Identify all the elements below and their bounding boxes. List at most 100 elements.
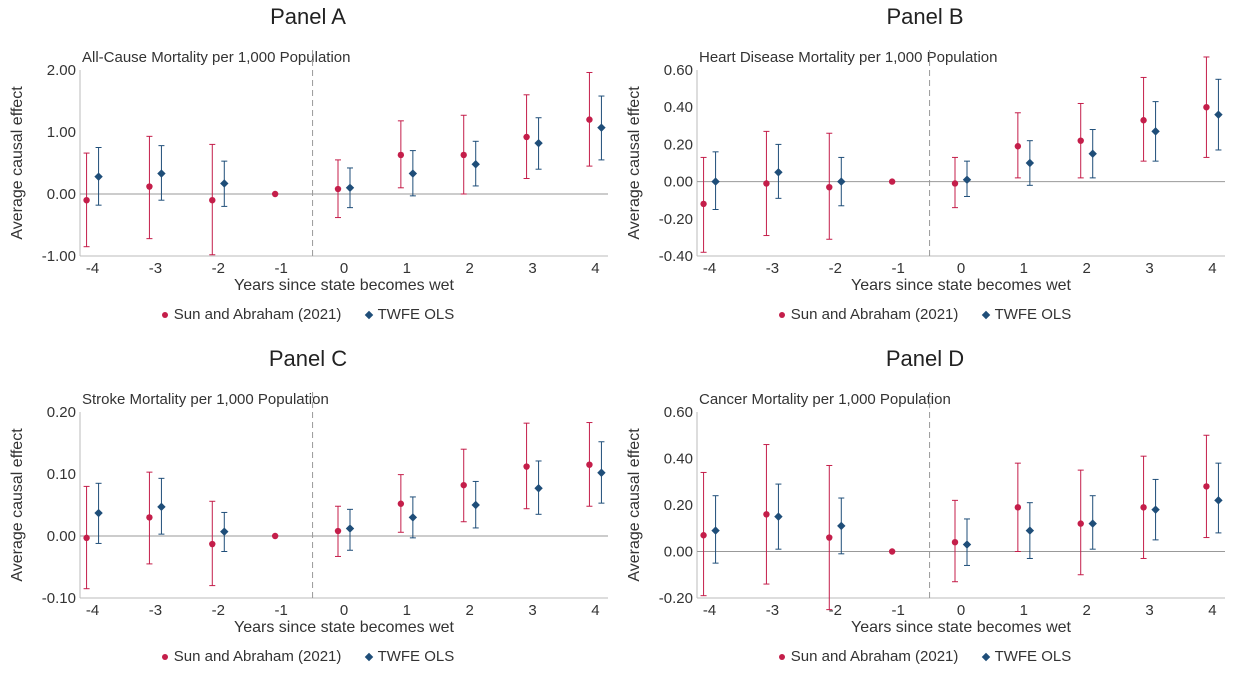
twfe-point: [534, 484, 543, 493]
legend-item-twfe: TWFE OLS: [981, 648, 1072, 665]
diamond-marker-icon: [981, 310, 990, 320]
legend-label: TWFE OLS: [994, 648, 1072, 665]
sun-abraham-point: [146, 183, 153, 190]
chart-heart-disease: Heart Disease Mortality per 1,000 Popula…: [626, 49, 1225, 294]
sun-abraham-point: [523, 133, 530, 141]
panel-a: Panel A All-Cause Mortality per 1,000 Po…: [0, 0, 616, 341]
x-tick-label: 4: [591, 260, 599, 277]
sun-abraham-point: [523, 463, 530, 470]
sun-abraham-point: [271, 190, 279, 198]
twfe-point: [837, 177, 846, 186]
sun-abraham-point: [334, 185, 342, 193]
y-tick-label: -1.00: [42, 248, 76, 265]
twfe-point: [471, 500, 480, 510]
sun-abraham-point: [763, 511, 770, 518]
sun-abraham-point: [460, 151, 467, 159]
panel-heading: Panel D: [885, 346, 965, 371]
x-tick-label: -2: [212, 602, 225, 619]
x-tick-label: 4: [1208, 260, 1216, 277]
sun-abraham-point: [1203, 104, 1210, 111]
x-tick-label: 3: [1145, 602, 1153, 619]
diamond-marker-icon: [364, 310, 373, 320]
panel-heading: Panel C: [268, 346, 348, 371]
x-tick-label: 0: [340, 260, 348, 277]
y-tick-label: -0.40: [659, 248, 693, 265]
twfe-point: [1214, 110, 1223, 119]
x-tick-label: -4: [703, 602, 716, 619]
x-tick-label: -4: [86, 260, 99, 277]
x-tick-label: 3: [528, 602, 536, 619]
sun-abraham-point: [460, 481, 467, 489]
y-tick-label: 2.00: [47, 62, 76, 79]
circle-marker-icon: [778, 312, 785, 319]
twfe-point: [962, 540, 972, 549]
twfe-point: [711, 526, 720, 535]
legend-label: TWFE OLS: [994, 306, 1072, 323]
y-tick-label: 0.00: [47, 186, 76, 203]
twfe-point: [1025, 526, 1035, 535]
y-tick-label: 0.00: [664, 544, 693, 561]
legend: Sun and Abraham (2021) TWFE OLS: [0, 648, 616, 665]
sun-abraham-point: [271, 532, 279, 540]
twfe-point: [534, 138, 543, 148]
x-axis-label: Years since state becomes wet: [234, 619, 455, 636]
x-tick-label: -1: [274, 260, 287, 277]
chart-stroke: Stroke Mortality per 1,000 Population -0.…: [9, 391, 608, 636]
sun-abraham-point: [700, 200, 707, 208]
sun-abraham-point: [1014, 143, 1022, 150]
legend-item-twfe: TWFE OLS: [364, 306, 454, 323]
sun-abraham-point: [826, 183, 833, 191]
circle-marker-icon: [161, 654, 168, 661]
y-tick-label: -0.20: [659, 211, 693, 228]
panel-b: Panel B Heart Disease Mortality per 1,00…: [617, 0, 1233, 341]
twfe-point: [94, 172, 103, 181]
sun-abraham-point: [826, 534, 833, 541]
circle-marker-icon: [778, 654, 785, 661]
sun-abraham-point: [83, 534, 90, 542]
sun-abraham-point: [1077, 520, 1084, 527]
y-tick-label: 1.00: [47, 124, 76, 141]
y-tick-label: 0.60: [664, 404, 693, 421]
sun-abraham-point: [1014, 504, 1022, 511]
x-tick-label: -1: [891, 602, 904, 619]
twfe-point: [774, 168, 783, 177]
twfe-point: [94, 508, 103, 518]
panel-heading: Panel B: [886, 4, 964, 29]
x-tick-label: -3: [766, 602, 779, 619]
twfe-point: [1214, 496, 1223, 505]
x-axis-label: Years since state becomes wet: [851, 277, 1072, 294]
legend-label: Sun and Abraham (2021): [790, 648, 959, 665]
sun-abraham-point: [951, 180, 959, 187]
x-tick-label: 1: [1020, 260, 1028, 277]
y-tick-label: 0.00: [47, 528, 76, 545]
twfe-point: [471, 160, 480, 169]
diamond-marker-icon: [364, 652, 373, 662]
twfe-point: [220, 179, 229, 188]
twfe-point: [597, 468, 606, 477]
chart-title: Heart Disease Mortality per 1,000 Popula…: [699, 49, 998, 66]
sun-abraham-point: [586, 461, 593, 468]
twfe-point: [408, 169, 418, 178]
sun-abraham-point: [1140, 504, 1147, 511]
y-axis-label: Average causal effect: [626, 86, 643, 240]
y-axis-label: Average causal effect: [9, 86, 26, 240]
twfe-point: [1151, 505, 1160, 514]
y-tick-label: 0.60: [664, 62, 693, 79]
sun-abraham-point: [334, 527, 342, 535]
legend-item-sun-abraham: Sun and Abraham (2021): [778, 306, 958, 323]
sun-abraham-point: [951, 539, 959, 546]
sun-abraham-point: [586, 116, 593, 123]
x-tick-label: 0: [957, 602, 965, 619]
y-tick-label: 0.00: [664, 174, 693, 191]
x-tick-label: 1: [403, 260, 411, 277]
y-tick-label: 0.40: [664, 99, 693, 116]
sun-abraham-point: [209, 540, 216, 548]
x-tick-label: -4: [86, 602, 99, 619]
legend-label: Sun and Abraham (2021): [173, 648, 342, 665]
legend-item-twfe: TWFE OLS: [981, 306, 1072, 323]
twfe-point: [1088, 149, 1097, 158]
y-tick-label: -0.10: [42, 590, 76, 607]
chart-title: Stroke Mortality per 1,000 Population: [82, 391, 329, 408]
twfe-point: [220, 527, 229, 536]
x-tick-label: -3: [149, 602, 162, 619]
